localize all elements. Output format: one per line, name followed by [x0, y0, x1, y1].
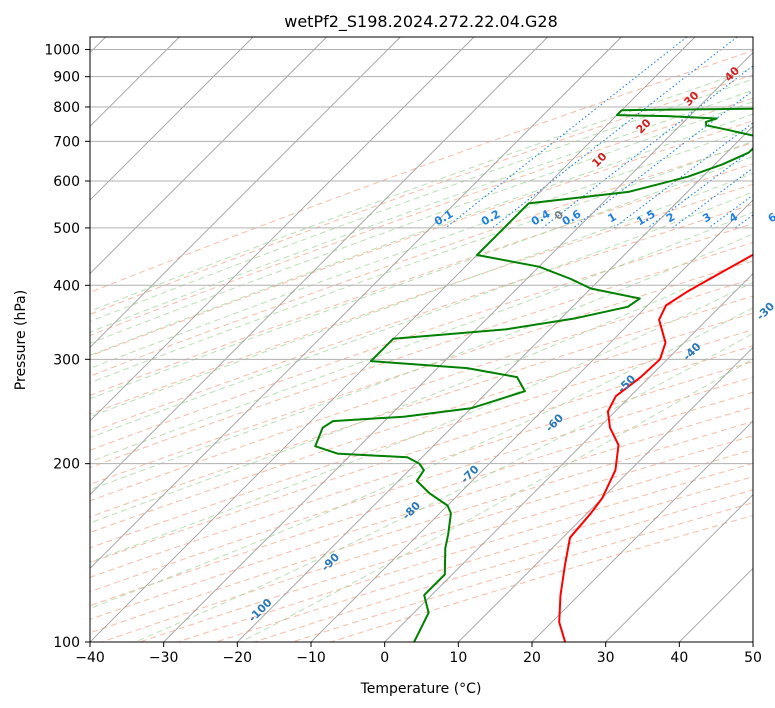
moist-adiabat-line: [90, 256, 753, 524]
moist-adiabat-line: [134, 332, 753, 642]
y-tick-label: 100: [53, 635, 80, 651]
y-tick-label: 1000: [44, 43, 80, 59]
moist-adiabat-line: [90, 78, 753, 323]
moist-adiabat-line: [90, 172, 753, 418]
isotherm-line: [90, 37, 475, 422]
x-tick-label: −10: [296, 650, 326, 666]
dry-adiabat-line: [90, 329, 753, 549]
chart-title: wetPf2_S198.2024.272.22.04.G28: [284, 12, 558, 32]
y-tick-label: 800: [53, 100, 80, 116]
isotherm-line: [163, 52, 753, 642]
dry-adiabat-line: [90, 223, 753, 451]
dry-adiabat-line: [90, 312, 753, 534]
x-tick-label: 30: [597, 650, 615, 666]
y-axis-label: Pressure (hPa): [13, 290, 29, 390]
y-axis-ticks: 100 200 300 400 500 600 700 800 900 1000: [44, 43, 90, 651]
x-tick-label: −20: [223, 650, 253, 666]
dry-adiabat-line: [90, 183, 753, 415]
moist-adiabat-line: [90, 126, 753, 369]
temperature-profile-line: [558, 253, 753, 642]
mixing-ratio-line: [572, 90, 753, 229]
x-tick-label: 20: [523, 650, 541, 666]
x-tick-label: 0: [380, 650, 389, 666]
isotherm-line: [90, 37, 401, 348]
dry-adiabat-line: [90, 278, 753, 502]
x-tick-label: 10: [449, 650, 467, 666]
y-tick-label: 400: [53, 278, 80, 294]
moist-adiabat-line: [90, 211, 753, 463]
dry-adiabat-line: [90, 391, 753, 607]
moist-adiabat-line: [90, 233, 753, 491]
x-axis-ticks: −40 −30 −20 −10 0 10 20 30 40 50: [75, 642, 762, 666]
isotherm-line: [90, 37, 548, 496]
isotherm-line: [90, 37, 327, 275]
x-tick-label: −30: [149, 650, 179, 666]
y-tick-label: 300: [53, 352, 80, 368]
x-axis-label: Temperature (°C): [360, 681, 482, 697]
moist-adiabat-line: [90, 140, 753, 384]
dry-adiabat-line: [90, 163, 753, 396]
dry-adiabat-line: [90, 50, 753, 293]
isotherm-line: [90, 37, 622, 569]
x-tick-label: −40: [75, 650, 105, 666]
x-tick-label: 50: [744, 650, 762, 666]
isotherm-line: [384, 273, 753, 642]
isotherm-line: [531, 420, 753, 642]
grid: [90, 37, 753, 642]
isotherm-line: [90, 37, 254, 201]
isotherm-line: [237, 125, 753, 642]
y-tick-label: 500: [53, 221, 80, 237]
moist-adiabat-line: [90, 67, 753, 312]
y-tick-label: 600: [53, 174, 80, 190]
moist-adiabat-line: [90, 155, 753, 400]
series-group: [314, 107, 753, 642]
dewpoint-profile-line: [314, 107, 753, 642]
moist-adiabat-line: [240, 358, 753, 642]
y-tick-label: 200: [53, 457, 80, 473]
isotherm-line: [605, 494, 753, 642]
plot-frame: [89, 36, 754, 643]
mixing-ratio-label: 6: [766, 210, 775, 225]
y-tick-label: 700: [53, 134, 80, 150]
dry-adiabat-line: [90, 97, 753, 337]
dry-adiabat-line: [90, 142, 753, 377]
moist-adiabat-line: [90, 89, 753, 333]
isotherm-line: [310, 199, 753, 642]
x-tick-label: 40: [670, 650, 688, 666]
y-tick-label: 900: [53, 70, 80, 86]
dry-adiabat-line: [90, 74, 753, 315]
mixing-ratio-line: [672, 167, 753, 229]
mixing-ratio-line: [542, 65, 753, 229]
moist-adiabat-line: [90, 113, 753, 356]
isotherm-line: [458, 346, 753, 642]
